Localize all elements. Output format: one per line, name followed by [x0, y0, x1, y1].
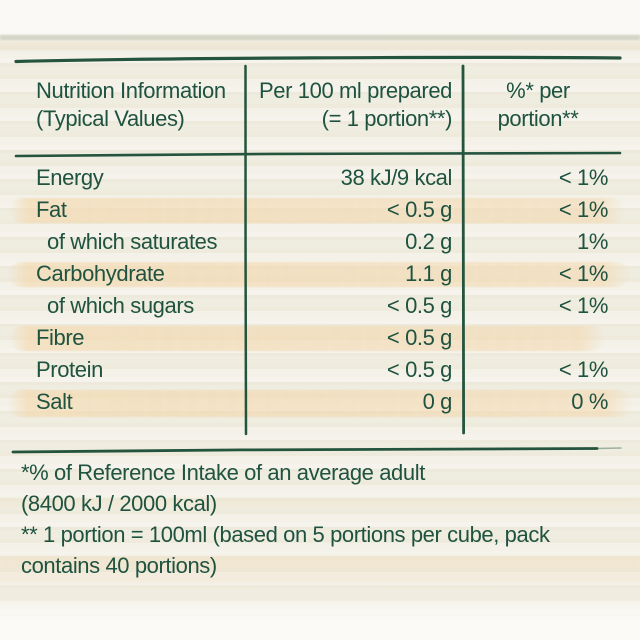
footnote-portion-definition-cont: contains 40 portions) — [21, 553, 217, 578]
nutrient-value: 38 kJ/9 kcal — [340, 165, 453, 190]
nutrient-percent: 1% — [577, 229, 608, 254]
header-nutrition-information: Nutrition Information (Typical Values) — [36, 77, 226, 133]
nutrient-percent: < 1% — [558, 165, 609, 190]
header-line: Per 100 ml prepared — [259, 78, 452, 103]
table-row-sugars: of which sugars < 0.5 g < 1% — [30, 290, 615, 322]
table-row-protein: Protein < 0.5 g < 1% — [30, 354, 615, 386]
table-row-fibre: Fibre < 0.5 g — [30, 322, 615, 354]
table-row-salt: Salt 0 g 0 % — [30, 386, 615, 418]
nutrient-value: 0 g — [422, 389, 453, 414]
nutrient-value: < 0.5 g — [386, 357, 452, 382]
nutrient-label: Carbohydrate — [36, 261, 165, 286]
nutrient-value: < 0.5 g — [386, 293, 452, 318]
table-row-fat: Fat < 0.5 g < 1% — [30, 194, 615, 226]
header-line: (= 1 portion**) — [321, 106, 453, 131]
header-line: %* per — [506, 78, 570, 103]
table-row-energy: Energy 38 kJ/9 kcal < 1% — [30, 162, 615, 194]
header-line: portion** — [497, 106, 579, 131]
nutrient-label: Salt — [36, 389, 73, 414]
header-line: Nutrition Information — [36, 78, 226, 103]
nutrient-label: Energy — [36, 165, 104, 190]
nutrient-value: < 0.5 g — [386, 197, 452, 222]
nutrient-percent: 0 % — [571, 389, 608, 414]
nutrient-label: Fibre — [36, 325, 85, 350]
footnotes: *% of Reference Intake of an average adu… — [21, 457, 625, 581]
nutrient-percent: < 1% — [558, 261, 609, 286]
footnote-portion-definition: ** 1 portion = 100ml (based on 5 portion… — [21, 522, 550, 547]
nutrient-label: Protein — [36, 357, 103, 382]
header-line: (Typical Values) — [36, 106, 185, 131]
nutrient-value: 1.1 g — [405, 261, 452, 286]
table-body: Energy 38 kJ/9 kcal < 1% Fat < 0.5 g < 1… — [30, 162, 615, 418]
nutrient-label: Fat — [36, 197, 67, 222]
nutrient-label: of which sugars — [47, 293, 194, 318]
footnote-reference-intake: *% of Reference Intake of an average adu… — [21, 460, 425, 485]
header-per-100ml: Per 100 ml prepared (= 1 portion**) — [150, 77, 452, 133]
nutrient-value: < 0.5 g — [386, 325, 452, 350]
header-percent-per-portion: %* per portion** — [463, 77, 613, 133]
nutrient-percent: < 1% — [558, 293, 609, 318]
nutrient-value: 0.2 g — [405, 229, 452, 254]
table-row-saturates: of which saturates 0.2 g 1% — [30, 226, 615, 258]
table-row-carbohydrate: Carbohydrate 1.1 g < 1% — [30, 258, 615, 290]
nutrient-percent: < 1% — [558, 197, 609, 222]
nutrient-label: of which saturates — [47, 229, 218, 254]
nutrient-percent: < 1% — [558, 357, 609, 382]
footnote-reference-intake-values: (8400 kJ / 2000 kcal) — [21, 491, 217, 516]
